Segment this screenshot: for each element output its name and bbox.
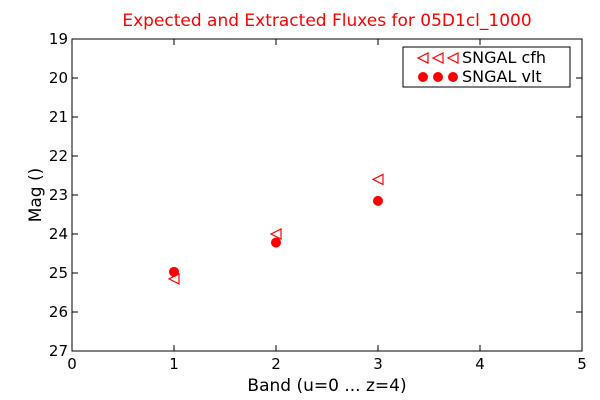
legend-marker-sngal-cfh: [416, 52, 429, 64]
chart-title: Expected and Extracted Fluxes for 05D1cl…: [122, 11, 531, 31]
x-tick-label: 0: [67, 355, 77, 373]
data-point-sngal-vlt: [271, 237, 281, 248]
data-point-sngal-vlt: [373, 195, 383, 206]
x-tick-label: 3: [373, 355, 383, 373]
legend-marker-sngal-vlt: [433, 72, 443, 82]
x-tick-label: 2: [271, 355, 281, 373]
y-tick-label: 21: [49, 108, 68, 126]
y-tick-label: 19: [49, 30, 68, 48]
y-tick-label: 23: [49, 186, 68, 204]
legend-label: SNGAL vlt: [462, 67, 542, 86]
y-tick-label: 26: [49, 303, 68, 321]
legend-label: SNGAL cfh: [462, 48, 546, 67]
x-tick-label: 5: [577, 355, 587, 373]
legend-box: [402, 46, 571, 88]
data-point-sngal-vlt: [169, 266, 179, 277]
legend-marker-sngal-vlt: [418, 72, 428, 82]
x-axis-label: Band (u=0 ... z=4): [247, 376, 406, 396]
legend-marker-sngal-cfh: [446, 52, 459, 64]
y-axis-label: Mag (): [26, 168, 46, 223]
legend-marker-sngal-cfh: [431, 52, 444, 64]
data-point-sngal-cfh: [371, 173, 384, 186]
data-point-sngal-cfh: [269, 228, 282, 240]
y-tick-label: 27: [49, 342, 68, 360]
x-tick-label: 4: [475, 355, 485, 373]
y-tick-label: 20: [49, 69, 68, 87]
y-tick-label: 24: [49, 225, 68, 243]
y-tick-label: 22: [49, 147, 68, 165]
x-tick-label: 1: [169, 355, 179, 373]
y-tick-label: 25: [49, 264, 68, 282]
legend-marker-sngal-vlt: [448, 72, 458, 82]
